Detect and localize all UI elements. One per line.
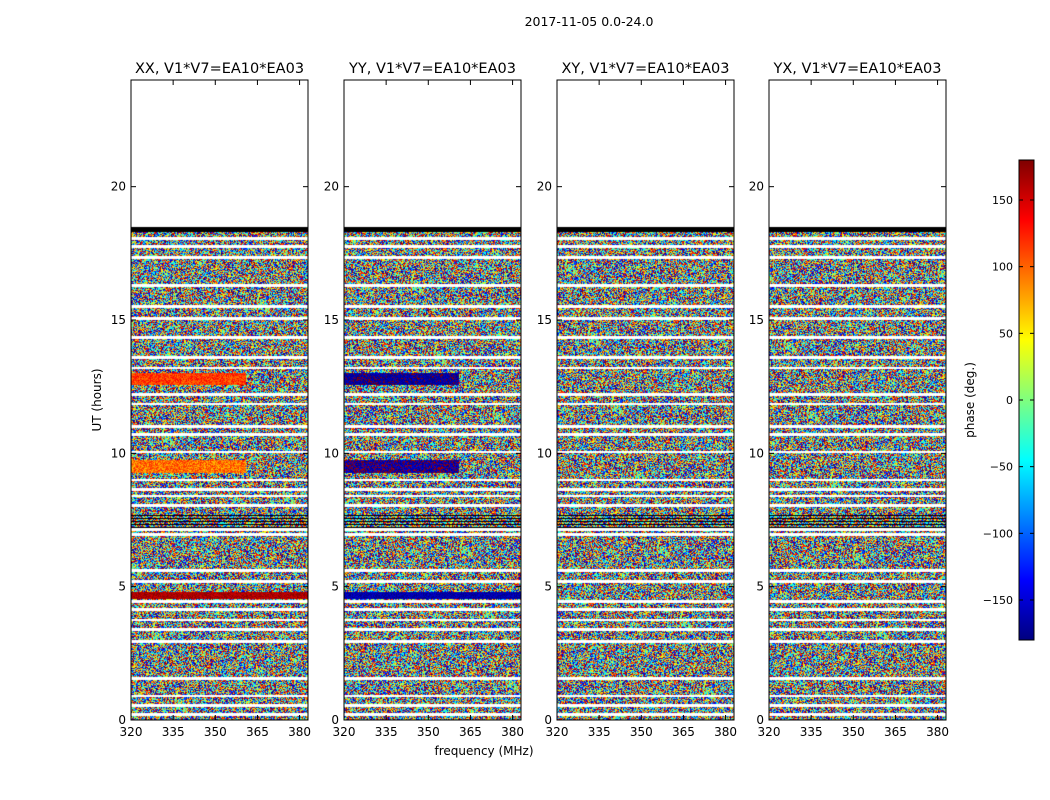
- x-axis-label: frequency (MHz): [434, 744, 533, 758]
- y-tick-label: 5: [118, 580, 126, 594]
- axes-frame: [130, 79, 309, 721]
- y-tick-label: 15: [111, 313, 126, 327]
- y-tick-label: 15: [324, 313, 339, 327]
- phase-heatmap: [557, 80, 734, 720]
- y-tick-label: 20: [324, 180, 339, 194]
- x-tick-label: 350: [204, 725, 227, 739]
- panel-title: YX, V1*V7=EA10*EA03: [772, 61, 941, 77]
- colorbar: −150 −100 −50 0 50 100 150: [983, 159, 1035, 641]
- phase-heatmap: [769, 80, 946, 720]
- panel-title: XY, V1*V7=EA10*EA03: [561, 61, 729, 77]
- y-tick-label: 5: [331, 580, 339, 594]
- y-tick-label: 0: [544, 713, 552, 727]
- axes-frame: [556, 79, 735, 721]
- y-tick-label: 20: [749, 180, 764, 194]
- x-tick-label: 335: [800, 725, 823, 739]
- colorbar-tick-label: −150: [983, 594, 1013, 607]
- axes-frame: [768, 79, 947, 721]
- colorbar-gradient: [1019, 160, 1034, 640]
- x-tick-label: 335: [162, 725, 185, 739]
- colorbar-tick-label: 50: [999, 327, 1013, 340]
- y-tick-label: 0: [331, 713, 339, 727]
- panel-2: YY, V1*V7=EA10*EA03 320 335 350 365 380 0 5 10 15…: [324, 61, 524, 739]
- colorbar-tick-label: −50: [990, 461, 1013, 474]
- panel-title: YY, V1*V7=EA10*EA03: [348, 61, 516, 77]
- x-tick-label: 320: [758, 725, 781, 739]
- panel-title: XX, V1*V7=EA10*EA03: [135, 61, 304, 77]
- y-tick-label: 0: [756, 713, 764, 727]
- x-tick-label: 350: [417, 725, 440, 739]
- y-tick-label: 20: [537, 180, 552, 194]
- colorbar-tick-label: 0: [1006, 394, 1013, 407]
- x-tick-label: 320: [120, 725, 143, 739]
- x-tick-label: 320: [333, 725, 356, 739]
- x-tick-label: 320: [546, 725, 569, 739]
- x-tick-label: 335: [375, 725, 398, 739]
- y-tick-label: 20: [111, 180, 126, 194]
- x-tick-label: 350: [630, 725, 653, 739]
- colorbar-label: phase (deg.): [963, 362, 977, 438]
- x-tick-label: 380: [714, 725, 737, 739]
- colorbar-tick-label: −100: [983, 527, 1013, 540]
- y-axis-label: UT (hours): [90, 368, 104, 431]
- x-tick-label: 365: [246, 725, 269, 739]
- y-tick-label: 5: [756, 580, 764, 594]
- x-tick-label: 365: [672, 725, 695, 739]
- figure-title: 2017-11-05 0.0-24.0: [525, 14, 654, 29]
- phase-heatmap: [344, 80, 521, 720]
- colorbar-tick-label: 100: [992, 261, 1013, 274]
- y-tick-label: 10: [111, 446, 126, 460]
- y-tick-label: 15: [749, 313, 764, 327]
- axes-frame: [343, 79, 522, 721]
- panel-1: XX, V1*V7=EA10*EA03 320 335 350 365 380 0 5 10 15…: [111, 61, 311, 739]
- y-tick-label: 10: [537, 446, 552, 460]
- x-tick-label: 350: [842, 725, 865, 739]
- x-tick-label: 365: [884, 725, 907, 739]
- panels-group: XX, V1*V7=EA10*EA03 320 335 350 365 380 0 5 10 15…: [111, 61, 949, 739]
- y-tick-label: 15: [537, 313, 552, 327]
- x-tick-label: 380: [501, 725, 524, 739]
- x-tick-label: 380: [288, 725, 311, 739]
- panel-4: YX, V1*V7=EA10*EA03 320 335 350 365 380 0 5 10 15…: [749, 61, 949, 739]
- panel-3: XY, V1*V7=EA10*EA03 320 335 350 365 380 0 5 10 15…: [537, 61, 737, 739]
- x-tick-label: 365: [459, 725, 482, 739]
- phase-heatmap: [131, 80, 308, 720]
- y-tick-label: 0: [118, 713, 126, 727]
- y-tick-label: 10: [324, 446, 339, 460]
- colorbar-tick-label: 150: [992, 194, 1013, 207]
- y-tick-label: 5: [544, 580, 552, 594]
- y-tick-label: 10: [749, 446, 764, 460]
- x-tick-label: 335: [588, 725, 611, 739]
- x-tick-label: 380: [926, 725, 949, 739]
